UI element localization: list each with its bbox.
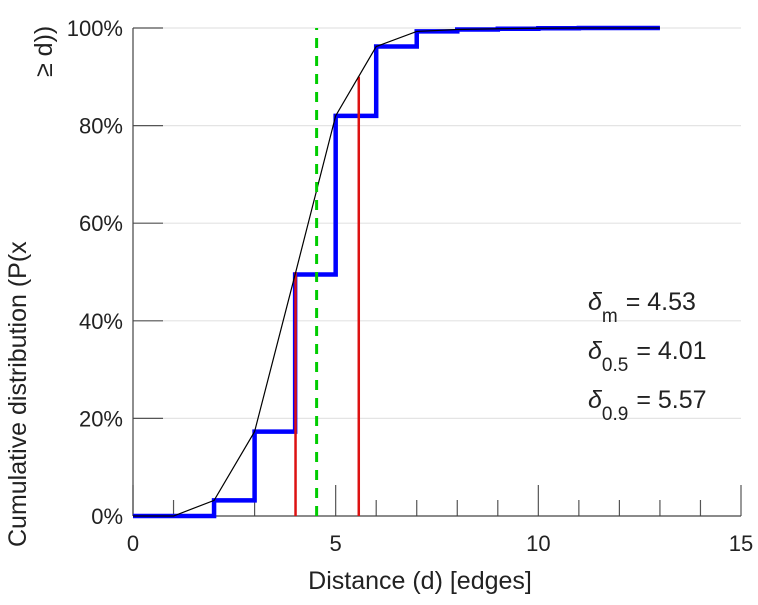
interpolated-cdf-line xyxy=(133,27,660,517)
plot-marks xyxy=(133,25,660,519)
y-tick-label: 0% xyxy=(91,504,123,529)
x-axis-label: Distance (d) [edges] xyxy=(308,567,532,595)
annotation-value: = 4.01 xyxy=(636,337,706,365)
annotation-value: = 4.53 xyxy=(626,288,696,316)
annotation-value: = 5.57 xyxy=(636,386,706,414)
y-tick-label: 60% xyxy=(79,211,123,236)
y-tick-label: 20% xyxy=(79,406,123,431)
step-cdf-line xyxy=(133,25,660,519)
annotation: δm = 4.53 xyxy=(588,288,696,327)
annotation: δ0.9 = 5.57 xyxy=(588,386,707,425)
x-tick-label: 10 xyxy=(526,531,550,556)
annotation: δ0.5 = 4.01 xyxy=(588,337,707,376)
y-tick-label: 40% xyxy=(79,309,123,334)
delta-symbol: δ xyxy=(588,337,603,365)
x-tick-label: 15 xyxy=(729,531,753,556)
y-tick-label: 100% xyxy=(67,16,123,41)
delta-symbol: δ xyxy=(588,288,603,316)
annotation-subscript: m xyxy=(602,306,618,327)
y-axis-label-continued: ≥ d)) xyxy=(30,26,58,77)
annotation-subscript: 0.5 xyxy=(602,355,628,376)
x-tick-label: 0 xyxy=(127,531,139,556)
y-axis-label: Cumulative distribution (P(x xyxy=(4,241,32,547)
axis-ticks xyxy=(132,27,742,517)
tick-labels: 0% 20% 40% 60% 80% 100% 0 5 10 15 xyxy=(67,16,754,556)
y-tick-label: 80% xyxy=(79,114,123,139)
grid xyxy=(133,27,741,419)
annotation-subscript: 0.9 xyxy=(602,404,628,425)
delta-symbol: δ xyxy=(588,386,603,414)
x-tick-label: 5 xyxy=(330,531,342,556)
